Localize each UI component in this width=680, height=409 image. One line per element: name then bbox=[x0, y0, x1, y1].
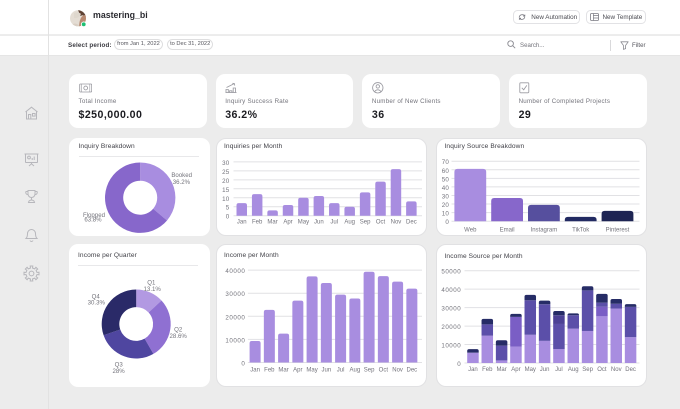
svg-text:20000: 20000 bbox=[225, 314, 245, 321]
svg-text:13.1%: 13.1% bbox=[144, 286, 162, 293]
svg-text:Nov: Nov bbox=[392, 367, 403, 373]
svg-text:Q2: Q2 bbox=[174, 327, 183, 334]
svg-text:Oct: Oct bbox=[375, 219, 385, 225]
svg-text:Jun: Jun bbox=[321, 367, 331, 373]
svg-text:Nov: Nov bbox=[390, 219, 401, 225]
svg-text:Flopped: Flopped bbox=[83, 212, 105, 219]
svg-text:20: 20 bbox=[442, 202, 450, 209]
svg-text:0: 0 bbox=[457, 361, 461, 368]
svg-text:Mar: Mar bbox=[267, 219, 277, 225]
svg-text:Apr: Apr bbox=[511, 367, 520, 373]
svg-text:40000: 40000 bbox=[225, 268, 245, 275]
svg-text:15: 15 bbox=[222, 186, 230, 193]
svg-text:Jul: Jul bbox=[330, 219, 338, 225]
svg-text:0: 0 bbox=[225, 213, 229, 220]
svg-text:Feb: Feb bbox=[251, 219, 262, 225]
svg-text:10000: 10000 bbox=[225, 337, 245, 344]
svg-text:10: 10 bbox=[442, 210, 450, 217]
svg-text:30000: 30000 bbox=[441, 306, 461, 313]
svg-text:36.2%: 36.2% bbox=[173, 179, 191, 186]
svg-text:Jun: Jun bbox=[314, 219, 324, 225]
svg-text:Instagram: Instagram bbox=[531, 227, 558, 233]
svg-text:May: May bbox=[306, 367, 317, 373]
svg-text:Mar: Mar bbox=[278, 367, 288, 373]
svg-text:50: 50 bbox=[442, 176, 450, 183]
svg-text:25: 25 bbox=[222, 168, 230, 175]
svg-text:Sep: Sep bbox=[359, 219, 370, 225]
svg-text:40: 40 bbox=[442, 184, 450, 191]
svg-text:Q1: Q1 bbox=[147, 280, 156, 287]
svg-text:Jul: Jul bbox=[555, 367, 563, 373]
svg-text:Oct: Oct bbox=[378, 367, 388, 373]
svg-text:Jan: Jan bbox=[236, 219, 246, 225]
svg-text:Dec: Dec bbox=[406, 219, 417, 225]
svg-text:Nov: Nov bbox=[611, 367, 622, 373]
svg-text:Q3: Q3 bbox=[115, 362, 124, 369]
svg-text:10000: 10000 bbox=[441, 343, 461, 350]
svg-text:Oct: Oct bbox=[597, 367, 607, 373]
svg-text:0: 0 bbox=[445, 219, 449, 226]
svg-text:Apr: Apr bbox=[293, 367, 302, 373]
svg-text:Jul: Jul bbox=[336, 367, 344, 373]
svg-text:Aug: Aug bbox=[568, 367, 579, 373]
svg-text:20000: 20000 bbox=[441, 324, 461, 331]
svg-text:20: 20 bbox=[222, 177, 230, 184]
svg-text:Jan: Jan bbox=[468, 367, 478, 373]
svg-text:TikTok: TikTok bbox=[572, 227, 590, 233]
svg-text:70: 70 bbox=[442, 159, 450, 166]
svg-text:Sep: Sep bbox=[582, 367, 593, 373]
svg-text:30000: 30000 bbox=[225, 291, 245, 298]
svg-text:28.6%: 28.6% bbox=[170, 333, 188, 340]
svg-text:Jan: Jan bbox=[250, 367, 260, 373]
svg-text:Mar: Mar bbox=[496, 367, 506, 373]
svg-text:Q4: Q4 bbox=[92, 294, 101, 301]
svg-text:10: 10 bbox=[222, 195, 230, 202]
svg-text:Apr: Apr bbox=[283, 219, 292, 225]
svg-text:Feb: Feb bbox=[482, 367, 493, 373]
svg-text:40000: 40000 bbox=[441, 287, 461, 294]
svg-text:50000: 50000 bbox=[441, 269, 461, 276]
svg-text:60: 60 bbox=[442, 167, 450, 174]
svg-text:Jun: Jun bbox=[540, 367, 550, 373]
svg-text:Feb: Feb bbox=[264, 367, 275, 373]
svg-text:5: 5 bbox=[225, 204, 229, 211]
svg-text:30: 30 bbox=[442, 193, 450, 200]
svg-text:Sep: Sep bbox=[363, 367, 374, 373]
svg-text:30.3%: 30.3% bbox=[88, 300, 106, 307]
svg-text:30: 30 bbox=[222, 159, 230, 166]
svg-text:Pinterest: Pinterest bbox=[606, 227, 630, 233]
svg-text:May: May bbox=[525, 367, 536, 373]
svg-text:Booked: Booked bbox=[171, 172, 192, 179]
svg-text:Dec: Dec bbox=[625, 367, 636, 373]
svg-text:May: May bbox=[297, 219, 308, 225]
svg-text:Web: Web bbox=[464, 227, 477, 233]
svg-text:Dec: Dec bbox=[406, 367, 417, 373]
svg-text:63.8%: 63.8% bbox=[84, 216, 102, 223]
svg-text:Aug: Aug bbox=[349, 367, 360, 373]
svg-text:28%: 28% bbox=[112, 368, 125, 375]
svg-text:0: 0 bbox=[241, 360, 245, 367]
svg-text:Aug: Aug bbox=[344, 219, 355, 225]
svg-text:Email: Email bbox=[500, 227, 515, 233]
